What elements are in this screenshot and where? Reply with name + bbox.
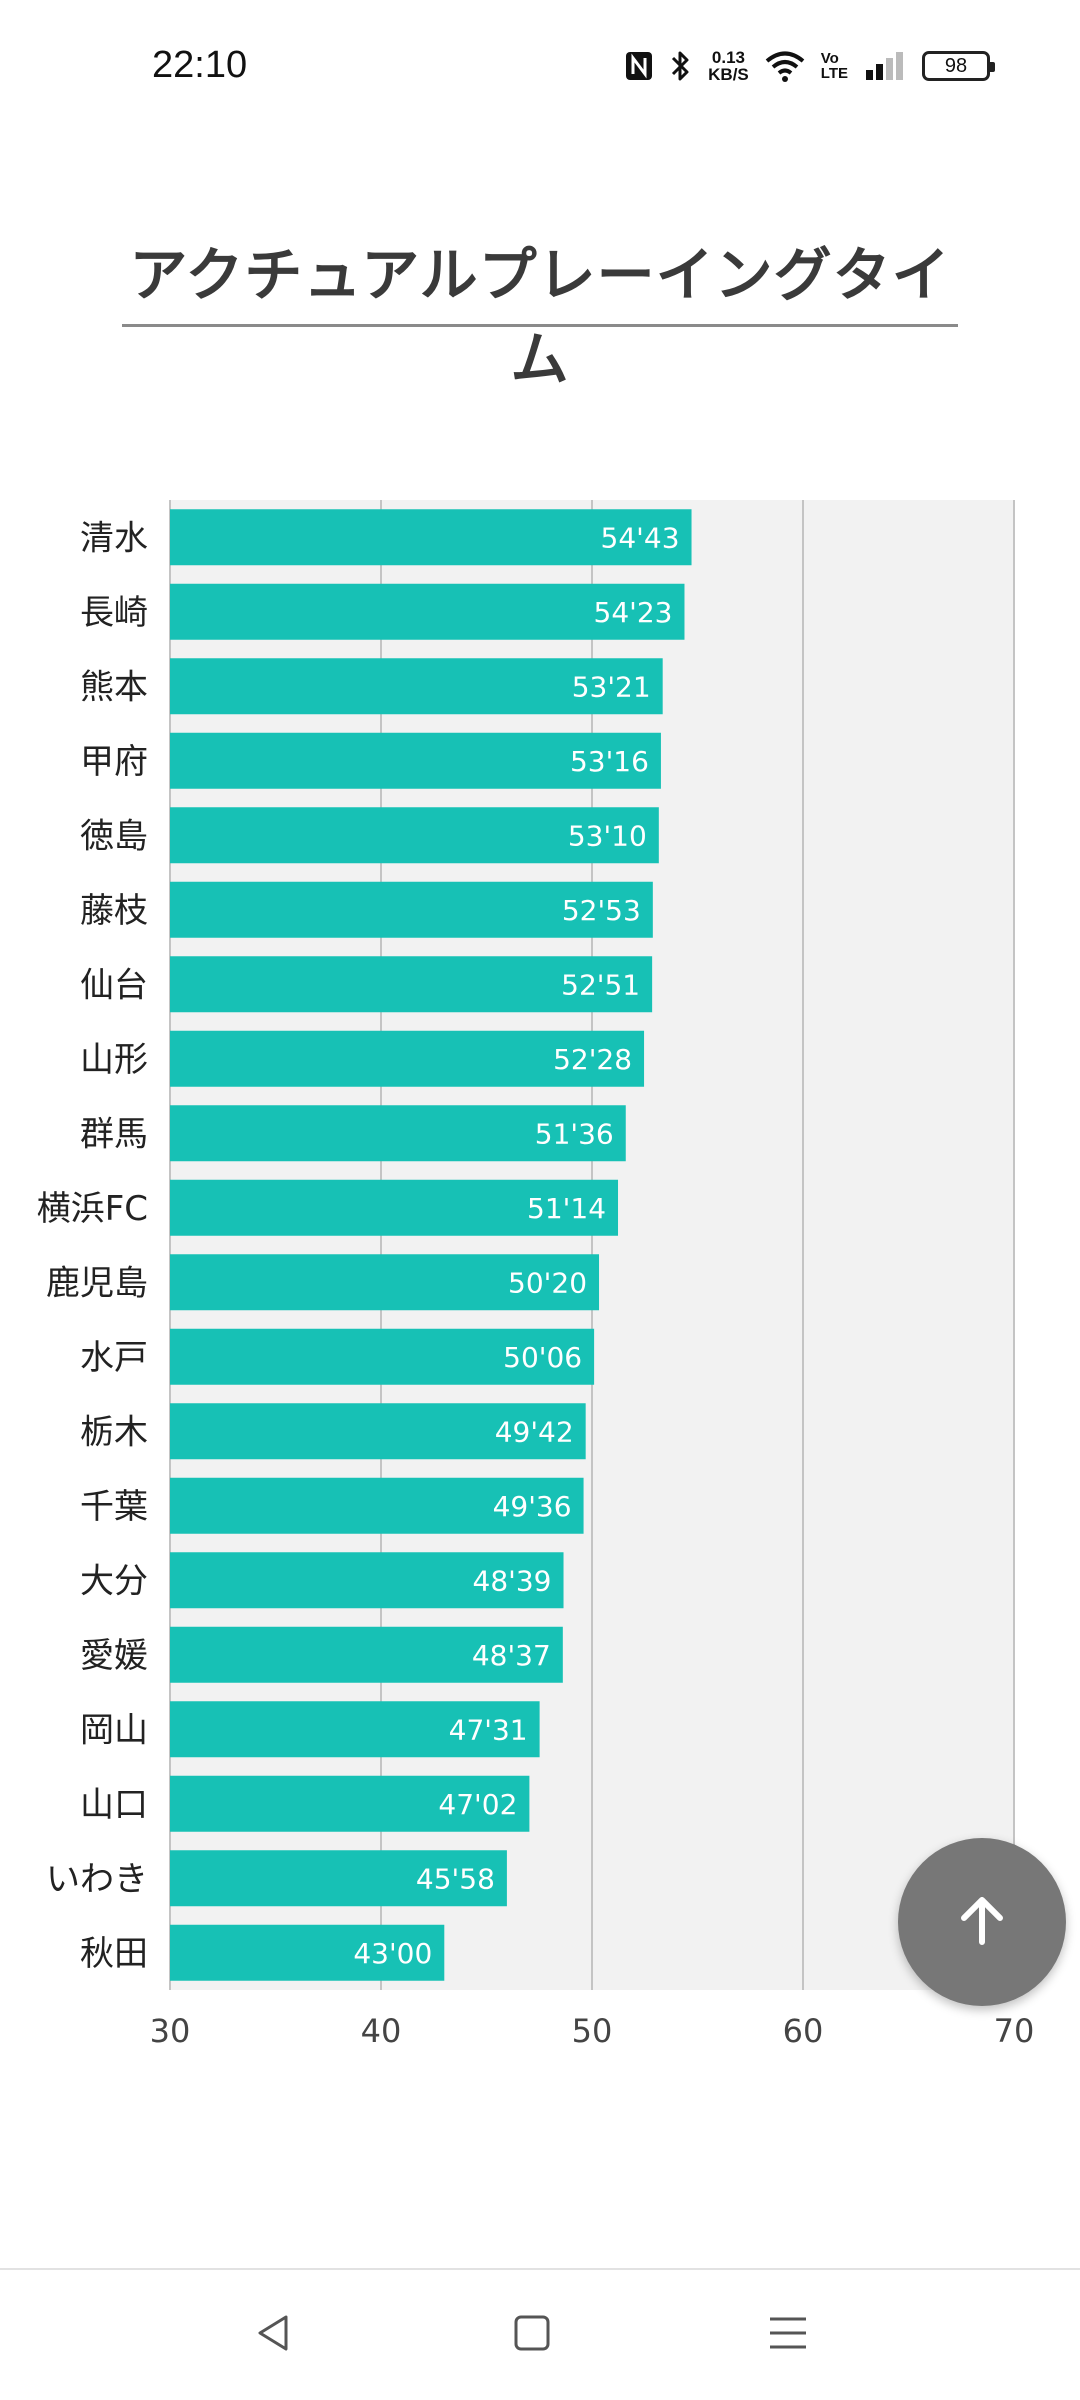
category-label: 熊本 bbox=[80, 667, 148, 707]
volte-indicator: Vo LTE bbox=[821, 51, 848, 81]
x-tick-label: 50 bbox=[572, 2012, 613, 2050]
scroll-to-top-button[interactable] bbox=[898, 1838, 1066, 2006]
bar bbox=[170, 1552, 564, 1609]
data-label: 50'06 bbox=[503, 1341, 582, 1374]
bar bbox=[170, 1850, 507, 1907]
category-label: 横浜FC bbox=[37, 1189, 148, 1229]
net-speed-unit: KB/S bbox=[708, 65, 749, 84]
bluetooth-icon bbox=[670, 49, 692, 83]
nav-back-button[interactable] bbox=[234, 2300, 314, 2370]
data-label: 54'23 bbox=[594, 596, 673, 629]
title-divider bbox=[122, 324, 958, 327]
data-label: 52'28 bbox=[553, 1043, 632, 1076]
category-label: 甲府 bbox=[80, 742, 148, 782]
category-label: 山形 bbox=[80, 1040, 148, 1080]
bar bbox=[170, 1105, 626, 1162]
category-label: 藤枝 bbox=[80, 891, 148, 931]
bar bbox=[170, 1701, 540, 1758]
bar bbox=[170, 881, 653, 938]
data-label: 50'20 bbox=[508, 1266, 587, 1299]
nav-home-button[interactable] bbox=[492, 2300, 572, 2370]
data-label: 49'42 bbox=[495, 1415, 574, 1448]
category-label: 水戸 bbox=[80, 1338, 148, 1378]
navigation-bar bbox=[0, 2268, 1080, 2400]
x-tick-label: 30 bbox=[150, 2012, 191, 2050]
data-label: 43'00 bbox=[353, 1937, 432, 1970]
home-square-icon bbox=[510, 2311, 554, 2359]
wifi-icon bbox=[765, 50, 805, 82]
x-tick-label: 70 bbox=[994, 2012, 1035, 2050]
category-label: 鹿児島 bbox=[46, 1263, 148, 1303]
category-label: 山口 bbox=[80, 1785, 148, 1825]
category-label: 愛媛 bbox=[80, 1636, 148, 1676]
data-label: 48'39 bbox=[473, 1564, 552, 1597]
nfc-icon bbox=[624, 50, 654, 82]
category-label: いわき bbox=[46, 1859, 148, 1899]
data-label: 51'36 bbox=[535, 1117, 614, 1150]
data-label: 54'43 bbox=[601, 521, 680, 554]
bar bbox=[170, 1626, 563, 1683]
volte-bottom: LTE bbox=[820, 65, 848, 82]
bar bbox=[170, 1179, 619, 1236]
bar bbox=[170, 1403, 586, 1460]
category-label: 千葉 bbox=[80, 1487, 148, 1527]
data-label: 47'02 bbox=[438, 1788, 517, 1821]
bar bbox=[170, 1254, 600, 1311]
arrow-up-icon bbox=[952, 1890, 1012, 1954]
data-label: 53'21 bbox=[572, 670, 651, 703]
net-speed: 0.13 KB/S bbox=[708, 49, 749, 83]
signal-icon bbox=[864, 50, 906, 82]
bar bbox=[170, 658, 663, 715]
category-label: 群馬 bbox=[80, 1114, 148, 1154]
bar bbox=[170, 1477, 584, 1534]
status-bar: 22:10 0.13 KB/S Vo LTE 98 bbox=[0, 0, 1080, 130]
volte-top: Vo bbox=[820, 50, 839, 67]
page-title: アクチュアルプレーイングタイム bbox=[129, 241, 951, 393]
data-label: 53'16 bbox=[570, 745, 649, 778]
bar bbox=[170, 956, 653, 1013]
category-label: 栃木 bbox=[80, 1412, 148, 1452]
bar bbox=[170, 807, 659, 864]
category-label: 秋田 bbox=[80, 1934, 148, 1974]
data-label: 45'58 bbox=[416, 1862, 495, 1895]
back-triangle-icon bbox=[252, 2311, 296, 2359]
battery-icon: 98 bbox=[922, 51, 995, 81]
battery-level: 98 bbox=[944, 54, 968, 77]
data-label: 51'14 bbox=[527, 1192, 606, 1225]
category-label: 仙台 bbox=[80, 965, 148, 1005]
data-label: 49'36 bbox=[493, 1490, 572, 1523]
bar bbox=[170, 583, 685, 640]
data-label: 52'51 bbox=[561, 968, 640, 1001]
menu-lines-icon bbox=[766, 2311, 810, 2359]
data-label: 47'31 bbox=[449, 1713, 528, 1746]
bar bbox=[170, 1924, 445, 1981]
category-label: 岡山 bbox=[80, 1710, 148, 1750]
category-label: 長崎 bbox=[80, 593, 148, 633]
net-speed-value: 0.13 bbox=[711, 48, 746, 67]
category-label: 清水 bbox=[80, 518, 148, 558]
data-label: 52'53 bbox=[562, 894, 641, 927]
category-label: 大分 bbox=[80, 1561, 148, 1601]
bar bbox=[170, 1775, 530, 1832]
status-icons: 0.13 KB/S Vo LTE 98 bbox=[624, 46, 995, 86]
bar bbox=[170, 509, 692, 566]
category-label: 徳島 bbox=[80, 816, 148, 856]
bar bbox=[170, 1328, 595, 1385]
bar bbox=[170, 732, 661, 789]
data-label: 53'10 bbox=[568, 819, 647, 852]
x-tick-label: 60 bbox=[783, 2012, 824, 2050]
status-time: 22:10 bbox=[152, 44, 248, 86]
x-tick-label: 40 bbox=[361, 2012, 402, 2050]
data-label: 48'37 bbox=[472, 1639, 551, 1672]
nav-menu-button[interactable] bbox=[748, 2300, 828, 2370]
bar bbox=[170, 1030, 645, 1087]
